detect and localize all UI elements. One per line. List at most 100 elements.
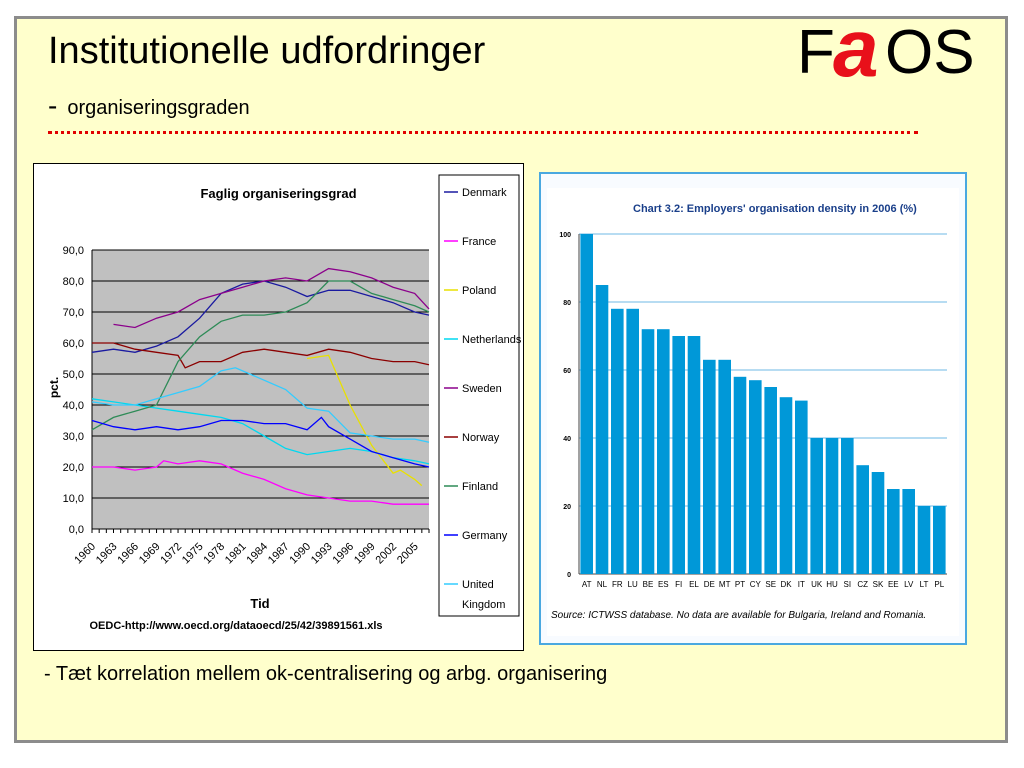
legend-label: France [462, 236, 496, 248]
bar-mt [718, 359, 731, 574]
y-tick-label: 70,0 [63, 307, 84, 319]
bar-pt [733, 376, 747, 574]
legend-label: Norway [462, 432, 500, 444]
x-tick-label: 1960 [72, 541, 98, 567]
bar-pl [933, 506, 946, 574]
x-tick-label: 1996 [330, 541, 356, 567]
legend-label: Sweden [462, 383, 502, 395]
bar-category-label: SI [844, 580, 852, 589]
bar-si [841, 438, 854, 574]
bar-hu [825, 438, 839, 574]
bar-category-label: SK [873, 580, 884, 589]
bar-nl [595, 285, 609, 574]
legend-label: Denmark [462, 187, 507, 199]
bar-y-tick-label: 80 [563, 300, 571, 307]
series-line-united-kingdom [91, 367, 430, 443]
bar-y-tick-label: 0 [567, 572, 571, 579]
bar-cy [749, 380, 762, 574]
legend-label: United Kingdom [462, 579, 505, 611]
bar-category-label: CZ [857, 580, 868, 589]
bar-category-label: LV [904, 580, 914, 589]
series-line-finland [91, 280, 430, 431]
bar-category-label: ES [658, 580, 669, 589]
bar-chart-panel: 0 20 40 60 80 100 AT NL FR LU BE ES FI EL DE MT PT CY SE DK… [539, 172, 967, 645]
union-density-line-chart: 0,0 10,0 20,0 30,0 40,0 50,0 60,0 70,0 80,0 90,0 1… [47, 174, 522, 632]
title-divider [48, 131, 918, 134]
plot-area [92, 250, 429, 529]
employers-density-bar-chart: 0 20 40 60 80 100 AT NL FR LU BE ES FI EL DE MT PT CY SE DK… [547, 188, 959, 636]
bar-category-label: MT [719, 580, 731, 589]
legend-label: Netherlands [462, 334, 522, 346]
bar-category-label: BE [643, 580, 654, 589]
y-tick-label: 0,0 [69, 524, 84, 536]
bar-category-label: EL [689, 580, 699, 589]
line-chart-title: Faglig organiseringsgrad [200, 186, 356, 201]
bar-cz [856, 465, 869, 574]
bar-category-label: NL [597, 580, 608, 589]
logo-os: OS [885, 18, 975, 82]
x-tick-label: 1978 [201, 541, 227, 567]
bar-fi [672, 336, 685, 574]
bar-category-label: LT [920, 580, 929, 589]
x-tick-label: 1981 [223, 541, 249, 567]
bar-be [641, 329, 655, 574]
x-tick-label: 1963 [94, 541, 120, 567]
bar-y-tick-label: 40 [563, 436, 571, 443]
x-tick-label: 1966 [115, 541, 141, 567]
bar-category-label: AT [582, 580, 592, 589]
series-line-poland [307, 354, 423, 487]
series-line-germany [91, 416, 430, 468]
bar-y-tick-label: 60 [563, 368, 571, 375]
y-tick-label: 90,0 [63, 245, 84, 257]
bar-es [657, 329, 670, 574]
line-chart-panel: 0,0 10,0 20,0 30,0 40,0 50,0 60,0 70,0 80,0 90,0 1… [33, 163, 524, 651]
y-tick-label: 30,0 [63, 431, 84, 443]
bar-category-label: UK [811, 580, 823, 589]
bar-category-label: PL [934, 580, 944, 589]
bar-category-label: EE [888, 580, 899, 589]
bar-it [795, 400, 808, 574]
series-line-norway [92, 342, 430, 369]
bar-y-tick-label: 100 [559, 232, 571, 239]
x-tick-label: 1972 [158, 541, 184, 567]
x-tick-label: 1975 [180, 541, 206, 567]
bar-chart-source: Source: ICTWSS database. No data are ava… [551, 610, 926, 621]
slide-subtitle: - organiseringsgraden [48, 90, 250, 122]
bar-lv [902, 489, 915, 574]
bar-de [703, 359, 716, 574]
y-axis-label: pct. [47, 377, 61, 398]
y-tick-label: 80,0 [63, 276, 84, 288]
bar-category-label: LU [628, 580, 638, 589]
bar-fr [611, 308, 624, 574]
x-tick-label: 1969 [137, 541, 163, 567]
x-tick-label: 2005 [395, 541, 421, 567]
x-tick-label: 1984 [244, 541, 270, 567]
bar-lt [917, 506, 931, 574]
x-tick-label: 2002 [373, 541, 399, 567]
bar-category-label: SE [765, 580, 776, 589]
bar-chart-title: Chart 3.2: Employers' organisation densi… [633, 203, 917, 215]
series-line-france [92, 460, 429, 505]
y-tick-label: 20,0 [63, 462, 84, 474]
y-tick-label: 10,0 [63, 493, 84, 505]
x-axis-label: Tid [250, 596, 269, 611]
bar-uk [810, 438, 823, 574]
bar-lu [626, 308, 639, 574]
y-tick-label: 50,0 [63, 369, 84, 381]
faos-logo: F a OS [797, 18, 975, 82]
legend-label: Germany [462, 530, 508, 542]
bar-category-label: DE [704, 580, 715, 589]
bar-category-label: HU [826, 580, 838, 589]
bullet-text: - Tæt korrelation mellem ok-centraliseri… [44, 663, 608, 685]
bar-el [687, 336, 701, 574]
subtitle-dash: - [48, 90, 58, 121]
x-tick-label: 1999 [352, 541, 378, 567]
line-chart-source: OEDC-http://www.oecd.org/dataoecd/25/42/… [89, 620, 382, 632]
y-tick-label: 60,0 [63, 338, 84, 350]
bar-category-label: DK [780, 580, 792, 589]
bar-sk [871, 472, 885, 574]
slide-title: Institutionelle udfordringer [48, 30, 486, 72]
series-line-sweden [113, 267, 430, 329]
y-tick-label: 40,0 [63, 400, 84, 412]
bar-ee [887, 489, 900, 574]
